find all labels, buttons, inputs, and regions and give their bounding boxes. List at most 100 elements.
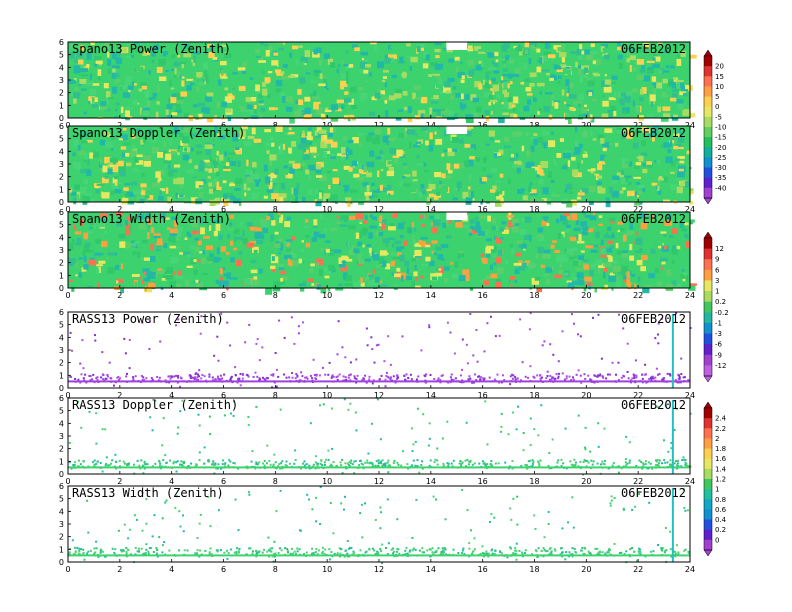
heatmap-cell [518, 266, 526, 271]
heatmap-cell [304, 140, 310, 147]
data-point [316, 553, 319, 556]
data-point [197, 373, 199, 376]
heatmap-cell [295, 100, 301, 105]
heatmap-cell [115, 181, 118, 186]
heatmap-cell [512, 107, 516, 112]
heatmap-cell [647, 133, 656, 137]
data-point [209, 433, 212, 436]
heatmap-cell [554, 274, 563, 279]
heatmap-cell [291, 236, 296, 241]
heatmap-cell [357, 254, 362, 260]
data-point [429, 374, 432, 376]
heatmap-cell [665, 87, 669, 95]
heatmap-cell [559, 52, 567, 58]
heatmap-cell [530, 44, 535, 49]
heatmap-cell [275, 107, 278, 110]
data-point [161, 544, 164, 547]
heatmap-cell [157, 237, 163, 243]
heatmap-cell [586, 74, 595, 82]
heatmap-cell [501, 45, 507, 52]
heatmap-cell [625, 177, 629, 183]
heatmap-cell [245, 114, 249, 119]
data-point [683, 507, 686, 509]
heatmap-cell [364, 276, 370, 282]
heatmap-cell [629, 65, 632, 72]
data-point [161, 551, 164, 554]
heatmap-cell [611, 234, 615, 239]
heatmap-cell [111, 71, 117, 79]
heatmap-cell [593, 73, 600, 77]
heatmap-cell [476, 106, 482, 112]
heatmap-cell [319, 192, 322, 199]
heatmap-cell [224, 151, 227, 157]
heatmap-cell [277, 144, 282, 147]
data-point [315, 496, 317, 499]
heatmap-cell [531, 277, 539, 285]
heatmap-cell [557, 47, 565, 52]
heatmap-cell [657, 189, 662, 195]
heatmap-cell [222, 83, 228, 88]
heatmap-cell [189, 133, 197, 137]
data-point [207, 460, 210, 463]
heatmap-cell [361, 58, 364, 61]
heatmap-cell [579, 76, 584, 83]
data-point [132, 378, 135, 381]
heatmap-cell [616, 129, 622, 135]
heatmap-cell [676, 99, 684, 104]
heatmap-cell [254, 104, 257, 110]
data-point [658, 465, 660, 468]
heatmap-cell [581, 65, 589, 70]
data-point [366, 459, 369, 462]
heatmap-cell [666, 49, 671, 54]
data-point [338, 373, 341, 376]
data-point [108, 464, 111, 467]
data-point [624, 461, 627, 464]
heatmap-cell [439, 169, 446, 173]
heatmap-cell [381, 219, 387, 225]
colorbar-segment [704, 509, 712, 521]
data-point [557, 377, 560, 380]
heatmap-cell [664, 226, 671, 231]
data-point [527, 376, 529, 379]
heatmap-cell [507, 97, 514, 104]
data-point [590, 379, 593, 382]
data-point [446, 321, 449, 324]
heatmap-cell [495, 279, 501, 282]
heatmap-cell [311, 96, 319, 99]
heatmap-cell [147, 128, 153, 134]
heatmap-cell [347, 64, 354, 68]
data-point [68, 551, 71, 554]
x-tick-label: 20 [581, 291, 591, 300]
data-point [376, 552, 379, 555]
data-point [466, 509, 469, 512]
heatmap-cell [391, 57, 394, 62]
data-point [256, 375, 259, 378]
heatmap-cell [286, 106, 293, 112]
heatmap-cell [171, 93, 177, 98]
data-point [177, 375, 180, 377]
x-tick-label: 22 [633, 291, 643, 300]
data-point [203, 375, 206, 378]
data-point [72, 464, 75, 466]
heatmap-cell [400, 234, 404, 238]
data-point [223, 463, 226, 466]
data-point [145, 543, 148, 546]
data-point [295, 552, 297, 555]
data-point [301, 375, 304, 378]
colorbar-label: 3 [715, 277, 719, 285]
colorbar-label: 12 [715, 245, 724, 253]
x-tick-label: 4 [169, 565, 174, 574]
heatmap-cell [480, 253, 485, 257]
data-point [273, 381, 276, 384]
heatmap-cell [486, 238, 492, 242]
data-point [80, 548, 83, 551]
data-point [686, 509, 689, 512]
heatmap-cell [603, 263, 608, 267]
data-point [176, 495, 178, 498]
data-point [562, 462, 565, 465]
data-point [77, 552, 80, 555]
data-point [529, 417, 532, 420]
heatmap-cell [352, 282, 361, 288]
heatmap-cell [360, 166, 364, 173]
